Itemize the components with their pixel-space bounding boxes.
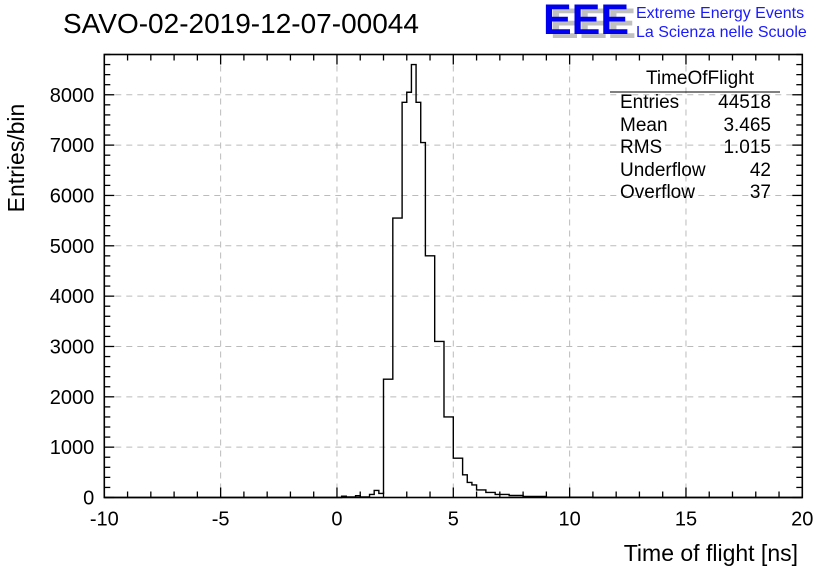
svg-text:Entries: Entries [620,92,679,113]
svg-text:0: 0 [83,488,94,510]
svg-text:8000: 8000 [50,85,95,107]
svg-text:La Scienza nelle Scuole: La Scienza nelle Scuole [636,24,807,41]
svg-text:Overflow: Overflow [620,182,695,203]
svg-text:EEE: EEE [543,0,629,44]
svg-text:10: 10 [559,509,581,531]
svg-text:-10: -10 [90,509,119,531]
svg-text:RMS: RMS [620,137,662,158]
svg-text:Entries/bin: Entries/bin [3,104,29,213]
svg-text:3000: 3000 [50,336,95,358]
svg-text:1000: 1000 [50,437,95,459]
svg-text:5000: 5000 [50,236,95,258]
svg-text:20: 20 [791,509,813,531]
svg-text:4000: 4000 [50,286,95,308]
svg-text:SAVO-02-2019-12-07-00044: SAVO-02-2019-12-07-00044 [63,8,419,39]
svg-text:TimeOfFlight: TimeOfFlight [646,68,755,89]
svg-text:2000: 2000 [50,387,95,409]
svg-text:Time of flight [ns]: Time of flight [ns] [624,540,798,566]
svg-text:44518: 44518 [718,92,771,113]
svg-text:37: 37 [750,182,771,203]
svg-text:Mean: Mean [620,115,668,136]
svg-text:42: 42 [750,160,771,181]
svg-text:6000: 6000 [50,185,95,207]
svg-text:Extreme Energy Events: Extreme Energy Events [636,5,804,22]
svg-text:0: 0 [331,509,342,531]
svg-text:3.465: 3.465 [723,115,771,136]
svg-text:15: 15 [675,509,697,531]
svg-text:Underflow: Underflow [620,160,706,181]
svg-text:7000: 7000 [50,135,95,157]
svg-text:1.015: 1.015 [723,137,771,158]
svg-text:-5: -5 [212,509,230,531]
svg-text:5: 5 [448,509,459,531]
